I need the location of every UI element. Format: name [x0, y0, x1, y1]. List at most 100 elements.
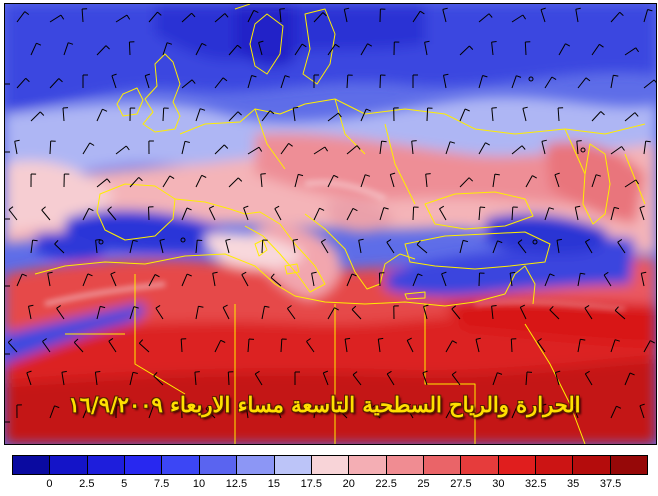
wind-barb	[591, 111, 602, 122]
wind-barb	[82, 405, 89, 419]
wind-barb-feather	[87, 273, 93, 277]
colorbar-swatch	[162, 456, 200, 474]
wind-barb-feather	[645, 140, 651, 143]
wind-barb-feather	[653, 79, 656, 83]
wind-barb	[379, 74, 381, 89]
wind-barb	[195, 43, 203, 56]
wind-barb	[478, 142, 486, 155]
wind-barb	[162, 175, 171, 188]
colorbar-swatch	[311, 456, 350, 474]
wind-barb	[208, 208, 216, 221]
wind-barb-feather	[110, 271, 116, 275]
wind-barb-feather	[351, 273, 357, 277]
wind-barb-feather	[641, 271, 647, 274]
wind-barb	[311, 273, 315, 287]
wind-barb	[411, 141, 414, 155]
wind-barb	[280, 338, 283, 353]
wind-barb-feather	[191, 79, 196, 84]
wind-barb-feather	[26, 370, 32, 374]
wind-barb	[511, 405, 518, 419]
wind-barb-feather	[537, 338, 542, 342]
temperature-wind-map	[4, 3, 657, 445]
wind-barb-feather	[600, 111, 605, 116]
coastlines	[34, 4, 646, 444]
wind-barb-feather	[425, 173, 431, 175]
wind-barb	[524, 41, 527, 56]
wind-barb	[574, 207, 579, 221]
wind-barb-feather	[417, 273, 423, 277]
wind-barb	[129, 372, 134, 386]
wind-barb	[475, 339, 480, 353]
colorbar-swatch	[498, 456, 537, 474]
colorbar-tick-label: 15	[267, 478, 280, 490]
wind-barb-feather	[125, 145, 130, 151]
wind-barb-feather	[480, 206, 486, 208]
wind-barb	[544, 273, 551, 287]
wind-barb-feather	[322, 12, 327, 17]
wind-barb	[144, 75, 150, 89]
wind-barb	[30, 42, 37, 56]
wind-barb	[138, 342, 150, 353]
colorbar-tick-label: 5	[121, 478, 128, 490]
wind-barb	[478, 75, 484, 89]
wind-barb-feather	[274, 205, 280, 210]
wind-barb	[195, 240, 198, 254]
wind-barb-feather	[293, 106, 299, 109]
wind-barb-feather	[251, 75, 257, 78]
wind-barb-feather	[517, 405, 522, 409]
wind-barb-feather	[491, 41, 497, 43]
wind-barb-feather	[386, 238, 392, 243]
wind-barb	[306, 341, 315, 353]
wind-barb	[82, 273, 89, 287]
colorbar-swatch	[386, 456, 424, 474]
wind-barb-feather	[475, 337, 481, 340]
wind-barb	[181, 404, 183, 419]
wind-barb-feather	[442, 7, 448, 10]
wind-barb	[522, 108, 527, 122]
wind-barb	[389, 174, 395, 188]
wind-barb	[511, 145, 523, 155]
wind-barb-feather	[383, 207, 389, 210]
wind-barb	[603, 274, 612, 287]
wind-barb	[270, 277, 282, 287]
wind-barb	[346, 74, 349, 89]
wind-barb	[344, 339, 348, 353]
wind-barb	[492, 240, 498, 254]
wind-barb	[406, 340, 414, 353]
wind-barb	[327, 175, 335, 188]
wind-barb	[327, 44, 336, 56]
wind-barb-feather	[269, 110, 275, 115]
wind-barb-feather	[548, 207, 555, 210]
wind-barb-feather	[439, 205, 445, 210]
wind-barb-feather	[201, 174, 207, 178]
wind-barb	[26, 372, 32, 386]
wind-barb	[261, 306, 265, 320]
wind-barb	[424, 42, 428, 56]
wind-barb	[445, 141, 451, 155]
colorbar-labels: 0 2.5 5 7.5 10 12.5 15 17.5 20 22.5 25 27.5 30 32.5 35…	[12, 478, 648, 492]
wind-barb-feather	[356, 145, 361, 150]
wind-barb	[577, 77, 587, 89]
wind-barb-feather	[344, 7, 350, 10]
wind-barb	[107, 209, 117, 221]
wind-barb	[451, 374, 461, 386]
wind-barb-feather	[276, 403, 282, 407]
wind-barb	[445, 340, 453, 353]
wind-barb	[8, 209, 18, 221]
wind-barb	[247, 10, 255, 23]
colorbar-swatch	[274, 456, 312, 474]
wind-barb	[352, 374, 362, 386]
wind-barb-feather	[371, 404, 376, 409]
wind-barb	[327, 112, 339, 122]
colorbar-swatch	[423, 456, 462, 474]
wind-barb	[469, 408, 480, 419]
wind-barb	[643, 141, 647, 155]
wind-barb	[214, 340, 222, 353]
wind-barb	[96, 178, 108, 188]
wind-barb	[129, 177, 140, 188]
wind-barb	[379, 141, 383, 155]
wind-barb	[108, 340, 117, 353]
wind-barb	[416, 244, 428, 254]
wind-barb-feather	[270, 273, 275, 278]
wind-barb-feather	[155, 304, 161, 309]
